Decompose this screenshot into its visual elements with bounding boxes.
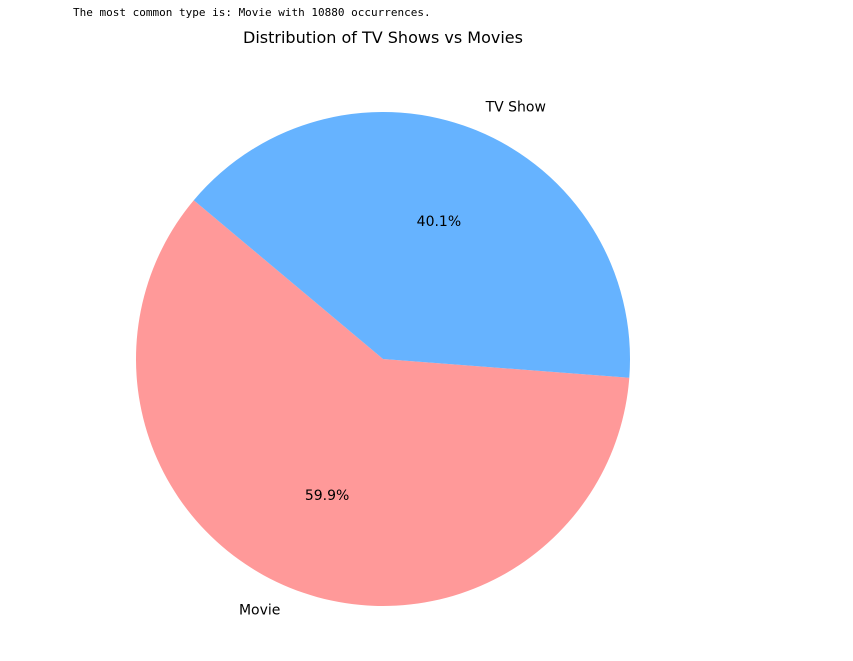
slice-label-movie: Movie xyxy=(239,603,280,619)
pie-slice-movie xyxy=(136,200,630,606)
pie-labels: Movie 59.9% TV Show 40.1% xyxy=(239,99,546,618)
percent-label-tv-show: 40.1% xyxy=(417,214,461,230)
pie-slices xyxy=(136,111,631,606)
pie-slice-tv-show xyxy=(193,111,631,378)
slice-label-tv-show: TV Show xyxy=(485,99,546,115)
console-output-text: The most common type is: Movie with 1088… xyxy=(73,6,431,19)
chart-title: Distribution of TV Shows vs Movies xyxy=(243,28,523,47)
percent-label-movie: 59.9% xyxy=(305,488,349,504)
